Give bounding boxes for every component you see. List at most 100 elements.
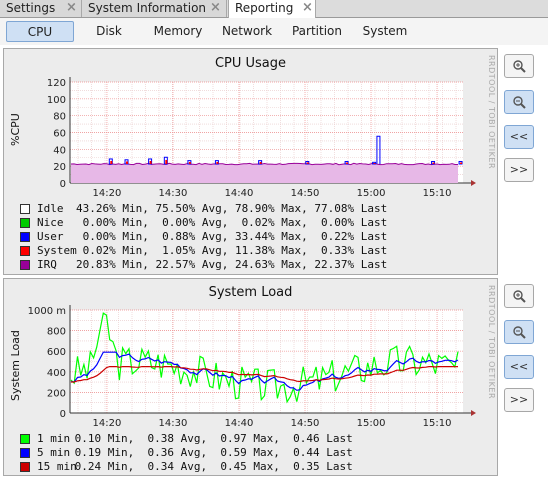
- legend-series-name: 1 min: [37, 432, 71, 445]
- system-load-graph-panel: System Load System Load RRDTOOL / TOBI O…: [3, 278, 498, 476]
- legend-swatch: [20, 434, 30, 444]
- close-icon[interactable]: ×: [66, 0, 77, 15]
- series-1min-line: [70, 312, 459, 404]
- legend-series-name: System: [37, 244, 77, 257]
- series-system-spike: [460, 162, 463, 165]
- x-axis-arrow: [471, 410, 476, 416]
- legend-stats: 0.02% Min, 1.05% Avg, 11.38% Max, 0.33% …: [76, 244, 388, 257]
- tab-settings[interactable]: Settings ×: [0, 0, 82, 17]
- zoom-in-button[interactable]: [504, 284, 534, 308]
- legend-stats: 43.26% Min, 75.50% Avg, 78.90% Max, 77.0…: [76, 202, 388, 215]
- series-system-spike: [216, 161, 219, 165]
- legend-swatch: [20, 448, 30, 458]
- series-irq-area: [71, 163, 458, 183]
- zoom-out-icon: [513, 326, 526, 339]
- series-system-spike: [188, 161, 191, 165]
- zoom-in-icon: [513, 290, 526, 303]
- x-tick-label: 15:10: [423, 418, 452, 429]
- legend-swatch: [20, 246, 30, 256]
- x-tick-label: 14:50: [291, 418, 320, 429]
- x-tick-label: 14:20: [93, 418, 122, 429]
- legend-swatch: [20, 232, 30, 242]
- x-tick-label: 15:00: [357, 418, 386, 429]
- zoom-in-icon: [513, 60, 526, 73]
- series-system-spike: [306, 162, 309, 165]
- legend-swatch: [20, 218, 30, 228]
- back-button[interactable]: <<: [504, 125, 534, 149]
- chart-title: CPU Usage: [214, 56, 287, 71]
- series-user-peak: [376, 135, 381, 165]
- close-icon[interactable]: ×: [210, 0, 221, 15]
- back-button[interactable]: <<: [504, 355, 534, 379]
- legend-swatch: [20, 260, 30, 270]
- y-tick-label: 100: [47, 95, 66, 106]
- y-tick-label: 0: [60, 179, 66, 190]
- top-tab-bar: Settings × System Information × Reportin…: [0, 0, 548, 18]
- y-tick-label: 40: [53, 145, 66, 156]
- series-irq-line: [70, 162, 458, 166]
- series-5min-line: [70, 351, 459, 391]
- x-tick-label: 15:10: [423, 188, 452, 199]
- legend-stats: 0.00% Min, 0.00% Avg, 0.02% Max, 0.00% L…: [76, 216, 388, 229]
- x-axis-arrow: [471, 180, 476, 186]
- zoom-out-button[interactable]: [504, 90, 534, 114]
- tab-label: System Information: [88, 1, 207, 15]
- x-tick-label: 15:00: [357, 188, 386, 199]
- tab-label: Settings: [6, 1, 56, 15]
- y-tick-label: 0: [60, 409, 66, 420]
- series-system-spike: [165, 159, 168, 165]
- legend-swatch: [20, 204, 30, 214]
- report-subtab-bar: CPU Disk Memory Network Partition System: [0, 18, 548, 45]
- series-system-spike: [126, 161, 129, 165]
- series-system-spike: [432, 162, 435, 165]
- subtab-network[interactable]: Network: [221, 24, 273, 38]
- series-system-spike: [346, 162, 349, 165]
- legend-series-name: 5 min: [37, 446, 71, 459]
- y-tick-label: 1000 m: [28, 306, 66, 317]
- zoom-out-icon: [513, 96, 526, 109]
- chart-title: System Load: [208, 285, 293, 300]
- legend-swatch: [20, 462, 30, 472]
- legend-series-name: Nice: [37, 216, 64, 229]
- tab-reporting[interactable]: Reporting ×: [228, 0, 316, 18]
- cpu-usage-plot: 0 20 40 60 80 100 120 14:20 14:30 14:40 14:50 15:00…: [47, 77, 476, 199]
- x-tick-label: 14:30: [159, 418, 188, 429]
- x-tick-label: 14:30: [159, 188, 188, 199]
- x-tick-label: 14:50: [291, 188, 320, 199]
- series-system-spike: [110, 160, 113, 165]
- close-icon[interactable]: ×: [302, 0, 313, 15]
- y-tick-label: 600: [47, 347, 66, 358]
- y-tick-label: 800: [47, 327, 66, 338]
- subtab-cpu[interactable]: CPU: [6, 21, 74, 42]
- legend-series-name: User: [37, 230, 64, 243]
- forward-button[interactable]: >>: [504, 158, 534, 182]
- subtab-memory[interactable]: Memory: [153, 24, 203, 38]
- tab-system-information[interactable]: System Information ×: [82, 0, 227, 17]
- y-tick-label: 20: [53, 162, 66, 173]
- y-tick-label: 60: [53, 129, 66, 140]
- zoom-out-button[interactable]: [504, 320, 534, 344]
- x-tick-label: 14:40: [225, 188, 254, 199]
- series-15min-line: [71, 365, 459, 383]
- legend-series-name: 15 min: [37, 460, 77, 473]
- y-tick-label: 80: [53, 112, 66, 123]
- x-tick-label: 14:40: [225, 418, 254, 429]
- zoom-in-button[interactable]: [504, 54, 534, 78]
- x-tick-label: 14:20: [93, 188, 122, 199]
- tab-label: Reporting: [235, 1, 294, 15]
- y-tick-label: 200: [47, 388, 66, 399]
- forward-button[interactable]: >>: [504, 388, 534, 412]
- series-system-spike: [373, 162, 376, 165]
- legend-series-name: IRQ: [37, 258, 57, 271]
- subtab-disk[interactable]: Disk: [96, 24, 122, 38]
- y-tick-label: 120: [47, 78, 66, 89]
- y-tick-label: 400: [47, 368, 66, 379]
- legend-series-name: Idle: [37, 202, 64, 215]
- subtab-system[interactable]: System: [362, 24, 408, 38]
- series-system-spike: [259, 161, 262, 165]
- legend-stats: 0.19 Min, 0.36 Avg, 0.59 Max, 0.44 Last: [68, 446, 353, 459]
- legend-stats: 20.83% Min, 22.57% Avg, 24.63% Max, 22.3…: [76, 258, 388, 271]
- subtab-partition[interactable]: Partition: [291, 24, 342, 38]
- legend-stats: 0.00% Min, 0.88% Avg, 33.44% Max, 0.22% …: [76, 230, 388, 243]
